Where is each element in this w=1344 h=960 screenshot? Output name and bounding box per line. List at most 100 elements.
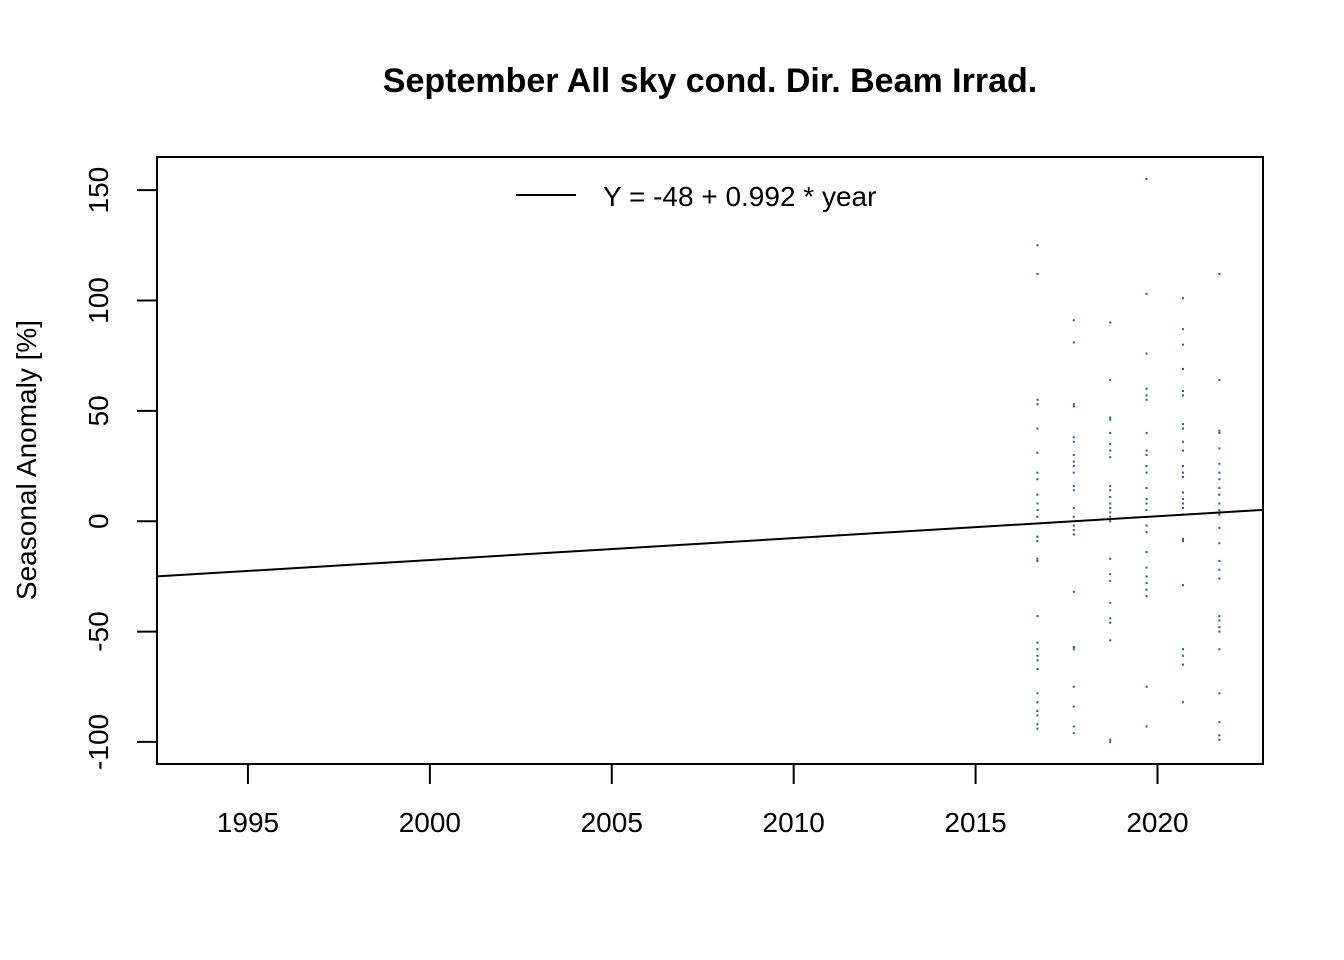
data-point [1181, 389, 1184, 392]
plot-frame [156, 156, 1264, 765]
data-point [1072, 440, 1075, 443]
data-point [1072, 341, 1075, 344]
data-point [1109, 489, 1112, 492]
data-point [1072, 590, 1075, 593]
data-point [1145, 502, 1148, 505]
data-point [1145, 551, 1148, 554]
data-point [1181, 449, 1184, 452]
data-point [1036, 540, 1039, 543]
data-point [1181, 540, 1184, 543]
data-point [1036, 509, 1039, 512]
data-point [1036, 502, 1039, 505]
data-point [1145, 566, 1148, 569]
data-point [1072, 489, 1075, 492]
data-point [1109, 573, 1112, 576]
data-point [1072, 533, 1075, 536]
data-point [1145, 471, 1148, 474]
data-point [1072, 460, 1075, 463]
data-point [1036, 559, 1039, 562]
y-tick-label: 100 [83, 277, 114, 324]
data-point [1109, 495, 1112, 498]
data-point [1218, 721, 1221, 724]
chart-title: September All sky cond. Dir. Beam Irrad. [383, 62, 1037, 100]
data-point [1218, 378, 1221, 381]
data-point [1036, 272, 1039, 275]
data-point [1036, 478, 1039, 481]
data-point [1109, 621, 1112, 624]
data-point [1036, 557, 1039, 560]
data-point [1036, 515, 1039, 518]
data-point [1036, 403, 1039, 406]
data-point [1072, 484, 1075, 487]
data-point [1072, 529, 1075, 532]
data-point [1072, 319, 1075, 322]
data-point [1181, 471, 1184, 474]
data-point [1181, 394, 1184, 397]
data-point [1218, 447, 1221, 450]
data-point [1145, 398, 1148, 401]
data-point [1109, 431, 1112, 434]
data-point [1072, 648, 1075, 651]
data-point [1072, 685, 1075, 688]
data-point [1072, 405, 1075, 408]
y-tick-label: 50 [83, 395, 114, 426]
fit-line [156, 508, 1264, 578]
data-point [1181, 423, 1184, 426]
data-point [1072, 705, 1075, 708]
data-point [1218, 429, 1221, 432]
data-point [1036, 535, 1039, 538]
x-tick-label: 2010 [763, 807, 825, 838]
data-point [1036, 654, 1039, 657]
data-point [1181, 328, 1184, 331]
data-point [1181, 663, 1184, 666]
data-point [1218, 478, 1221, 481]
data-point [1036, 659, 1039, 662]
data-point [1072, 506, 1075, 509]
data-point [1181, 506, 1184, 509]
data-point [1218, 487, 1221, 490]
data-point [1218, 431, 1221, 434]
legend: Y = -48 + 0.992 * year [516, 181, 876, 212]
data-point [1109, 449, 1112, 452]
data-point [1145, 685, 1148, 688]
data-point [1145, 524, 1148, 527]
data-point [1218, 619, 1221, 622]
data-point [1036, 398, 1039, 401]
x-tick-label: 1995 [217, 807, 279, 838]
data-point [1145, 352, 1148, 355]
x-tick-label: 2000 [399, 807, 461, 838]
fit-line-group [156, 508, 1264, 578]
data-point [1109, 601, 1112, 604]
y-axis: -100 -50 0 50 100 150 [83, 167, 158, 770]
data-point [1109, 442, 1112, 445]
data-point [1181, 648, 1184, 651]
data-point [1181, 502, 1184, 505]
x-tick-label: 2015 [944, 807, 1006, 838]
data-point [1145, 498, 1148, 501]
data-point [1109, 456, 1112, 459]
data-point [1145, 588, 1148, 591]
data-point [1181, 476, 1184, 479]
data-point [1072, 524, 1075, 527]
data-point [1072, 403, 1075, 406]
data-point [1218, 692, 1221, 695]
data-point [1181, 297, 1184, 300]
data-point [1036, 427, 1039, 430]
data-point [1072, 465, 1075, 468]
data-point [1109, 520, 1112, 523]
data-point [1218, 526, 1221, 529]
data-point [1145, 487, 1148, 490]
data-point [1218, 734, 1221, 737]
data-point [1145, 531, 1148, 534]
data-point [1109, 416, 1112, 419]
x-axis: 1995 2000 2005 2010 2015 2020 [217, 763, 1189, 838]
x-tick-label: 2005 [581, 807, 643, 838]
data-point [1109, 738, 1112, 741]
data-point [1181, 584, 1184, 587]
data-point [1109, 515, 1112, 518]
data-point [1181, 654, 1184, 657]
data-point [1145, 725, 1148, 728]
data-point [1036, 641, 1039, 644]
data-point [1145, 431, 1148, 434]
y-tick-label: -50 [83, 611, 114, 651]
